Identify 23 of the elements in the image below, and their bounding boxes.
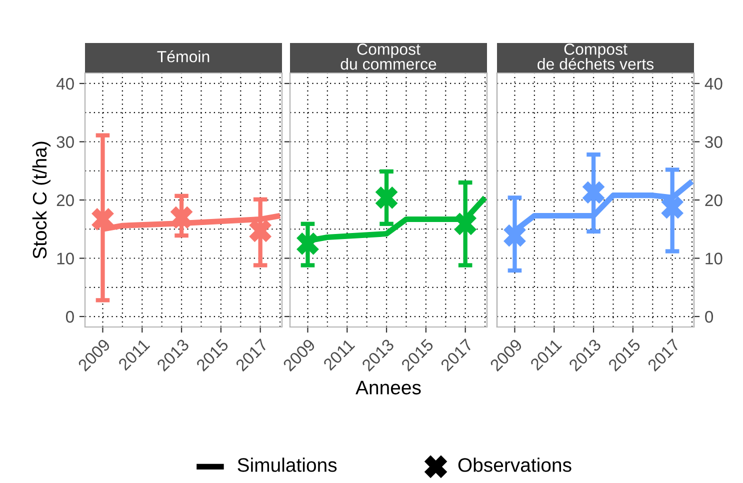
point: [249, 220, 272, 242]
point: [661, 196, 684, 219]
y-tick-label: 40: [56, 78, 74, 90]
y-axis-title: Stock C (t/ha): [32, 142, 50, 259]
y2-tick-label: 30: [705, 136, 722, 148]
chart-title: Compost du commerce: [340, 44, 436, 70]
point: [170, 206, 193, 229]
y2-tick-label: 0: [705, 310, 714, 323]
point: [504, 224, 526, 247]
text: Simulations: [238, 458, 337, 472]
y2-tick-label: 20: [705, 194, 722, 206]
y-tick-label: 20: [56, 194, 74, 206]
point: [92, 208, 114, 230]
y2-tick-label: 40: [704, 78, 722, 90]
chart-title: Compost de déchets verts: [538, 44, 654, 70]
y2-tick-label: 10: [706, 252, 722, 264]
point: [582, 181, 605, 204]
y-tick-label: 0: [66, 310, 74, 323]
y-tick-label: 30: [56, 136, 74, 148]
text: Observations: [458, 458, 572, 472]
x-axis-title: Annees: [356, 380, 421, 394]
chart-title: Témoin: [157, 50, 210, 62]
y-tick-label: 10: [57, 252, 74, 264]
